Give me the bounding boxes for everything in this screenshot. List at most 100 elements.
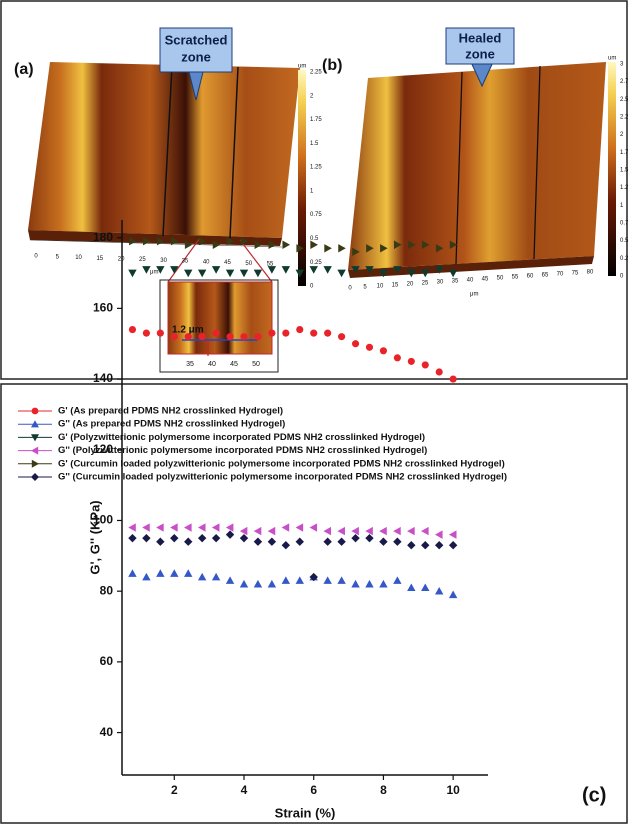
afm-x-tick: 50: [245, 261, 252, 267]
data-point: [142, 266, 151, 274]
afm-x-tick: 10: [75, 255, 82, 261]
colorbar-tick: 1.75: [620, 150, 628, 156]
callout-text: zone: [465, 46, 495, 61]
colorbar-unit: um: [608, 56, 616, 62]
colorbar-tick: 0.5: [310, 236, 319, 242]
data-point: [170, 333, 178, 341]
data-point: [323, 537, 332, 546]
legend-label: G'' (As prepared PDMS NH2 crosslinked Hy…: [58, 419, 285, 430]
data-point: [282, 329, 290, 337]
data-point: [309, 523, 318, 532]
afm-x-tick: 15: [392, 283, 399, 289]
data-point: [197, 572, 207, 581]
data-point: [393, 354, 401, 362]
inset-x-tick: 35: [186, 361, 194, 368]
data-point: [365, 343, 374, 351]
data-point: [295, 537, 304, 546]
data-point: [197, 523, 206, 532]
data-point: [184, 537, 193, 546]
data-point: [351, 579, 360, 588]
data-point: [393, 266, 402, 274]
data-point: [379, 537, 388, 546]
data-point: [435, 586, 444, 595]
data-point: [197, 269, 207, 278]
data-point: [351, 526, 359, 536]
data-point: [170, 569, 179, 577]
data-point: [128, 533, 137, 543]
callout-text: Healed: [459, 30, 502, 45]
data-point: [365, 526, 373, 536]
data-point: [170, 237, 179, 246]
colorbar-tick: 1.5: [310, 141, 319, 147]
data-point: [295, 576, 304, 584]
y-tick-label: 100: [93, 513, 113, 527]
afm-x-tick: 45: [224, 260, 231, 266]
data-point: [142, 533, 151, 543]
data-point: [142, 523, 150, 532]
data-point: [129, 237, 137, 246]
colorbar-tick: 0.25: [310, 260, 322, 266]
data-point: [323, 266, 332, 274]
data-point: [281, 266, 291, 274]
data-point: [267, 266, 277, 274]
data-point: [338, 244, 346, 253]
afm-x-tick: 0: [348, 286, 352, 292]
inset-image: [167, 281, 273, 355]
data-point: [435, 541, 444, 550]
data-point: [393, 576, 402, 584]
data-point: [198, 333, 206, 341]
afm-x-tick: 30: [160, 258, 167, 264]
data-point: [156, 537, 165, 546]
panel-label: (c): [582, 784, 606, 806]
data-point: [435, 266, 444, 274]
data-point: [156, 237, 165, 246]
afm-x-tick: 55: [267, 262, 274, 268]
data-point: [421, 361, 429, 369]
data-point: [337, 526, 345, 536]
data-point: [212, 240, 221, 249]
data-point: [324, 244, 332, 253]
afm-x-tick: 25: [139, 257, 146, 263]
data-point: [352, 247, 360, 257]
boundary-line: [455, 71, 463, 265]
data-point: [407, 240, 416, 249]
data-point: [253, 579, 263, 588]
data-point: [407, 357, 415, 365]
data-point: [211, 572, 221, 581]
data-point: [337, 576, 346, 584]
data-point: [337, 537, 346, 546]
y-tick-label: 80: [100, 583, 114, 597]
y-tick-label: 120: [93, 442, 113, 456]
data-point: [379, 526, 387, 536]
data-point: [448, 530, 457, 539]
colorbar-tick: 0.75: [620, 221, 628, 227]
data-point: [435, 244, 444, 253]
data-point: [448, 541, 458, 550]
data-point: [184, 523, 192, 532]
data-point: [239, 526, 248, 536]
data-point: [253, 269, 263, 278]
callout-box: [159, 27, 233, 73]
data-point: [240, 237, 249, 246]
data-point: [448, 590, 458, 599]
y-tick-label: 60: [100, 654, 114, 668]
data-point: [407, 269, 416, 278]
data-point: [156, 329, 164, 337]
axis-line: [29, 239, 283, 248]
data-point: [226, 237, 235, 246]
colorbar-unit: um: [298, 64, 306, 70]
data-point: [143, 237, 151, 246]
data-point: [253, 526, 262, 536]
colorbar-tick: 2.75: [620, 79, 628, 85]
inset-frame: [159, 279, 279, 373]
data-point: [324, 329, 332, 337]
y-tick-label: 180: [93, 230, 113, 244]
data-point: [170, 523, 178, 532]
afm-x-tick: 25: [422, 281, 429, 287]
colorbar-tick: 2.5: [620, 97, 628, 103]
inset-x-tick: 50: [252, 361, 260, 368]
data-point: [211, 523, 220, 532]
data-point: [310, 240, 318, 249]
inset-x-tick: 40: [208, 361, 216, 368]
legend-label: G' (Curcumin loaded polyzwitterionic pol…: [58, 458, 505, 469]
